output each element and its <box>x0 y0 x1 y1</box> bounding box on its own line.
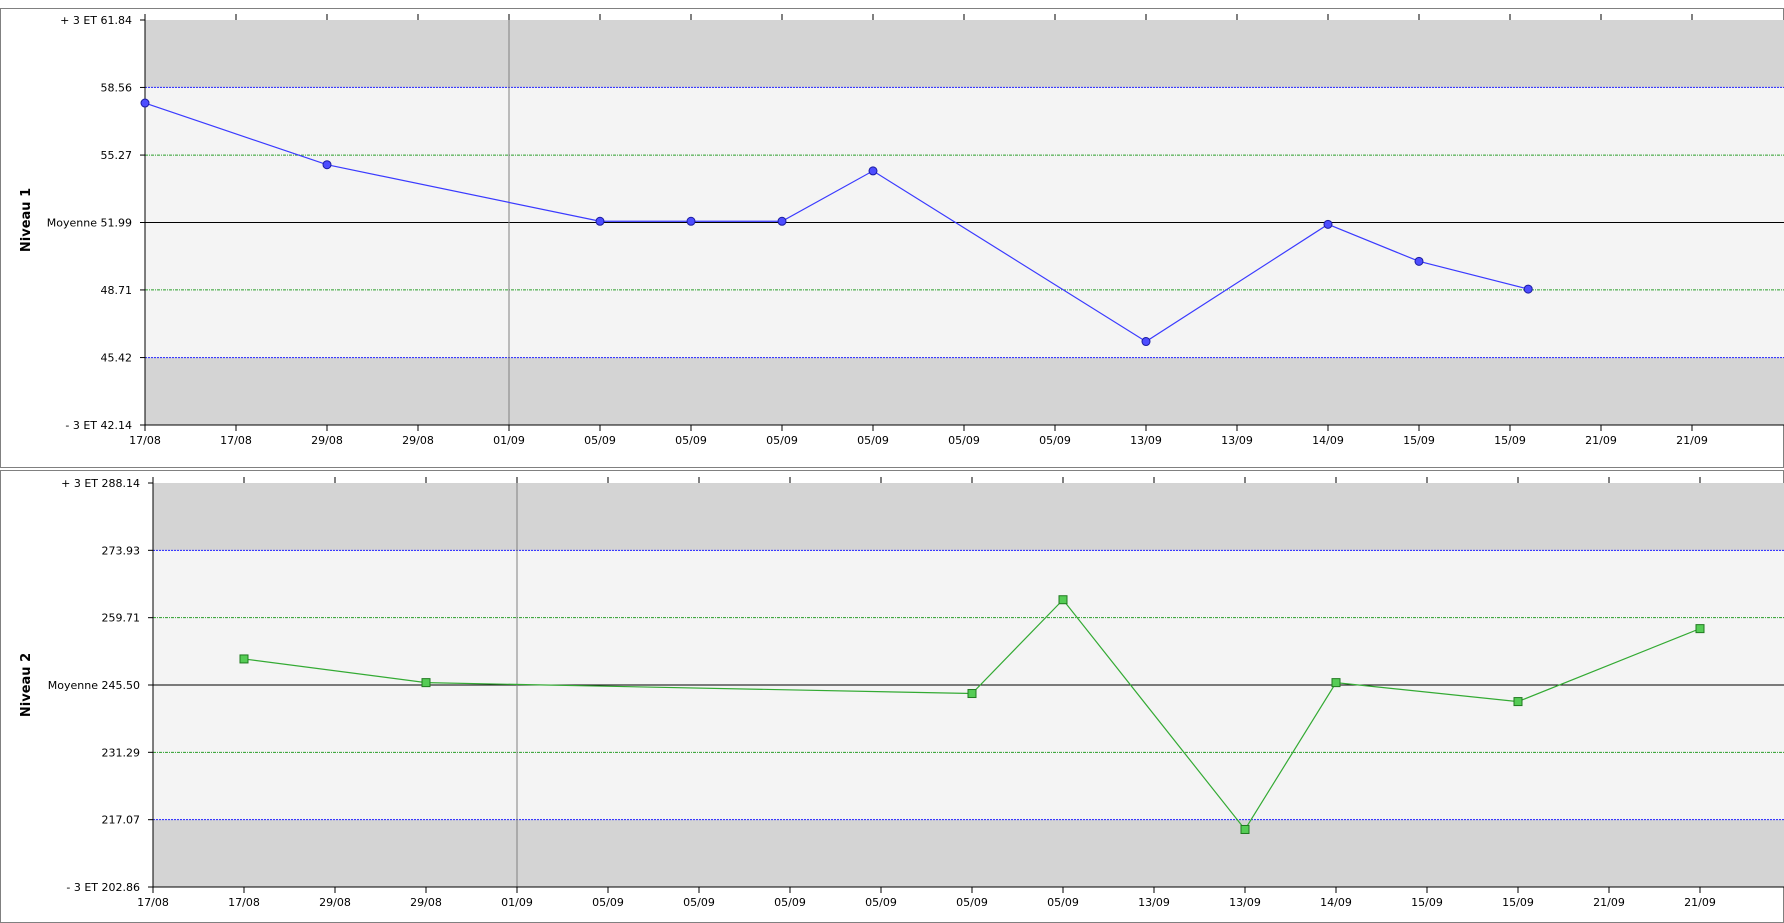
data-point <box>140 98 150 108</box>
x-tick-label: 15/09 <box>1502 896 1534 909</box>
x-tick-label: 13/09 <box>1221 434 1253 447</box>
y-tick-label: 231.29 <box>102 746 141 759</box>
x-tick-label: 17/08 <box>137 896 169 909</box>
x-tick-label: 05/09 <box>857 434 889 447</box>
x-tick-label: 05/09 <box>774 896 806 909</box>
data-point <box>1414 256 1424 266</box>
data-point <box>1523 284 1533 294</box>
y-tick-label: 273.93 <box>102 544 141 557</box>
x-tick-label: 17/08 <box>228 896 260 909</box>
x-tick-label: 05/09 <box>1039 434 1071 447</box>
data-point <box>595 216 605 226</box>
data-point <box>967 689 977 699</box>
series-line <box>243 598 1701 831</box>
x-tick-label: 29/08 <box>311 434 343 447</box>
y-tick-label: Moyenne 51.99 <box>47 217 132 230</box>
data-point <box>1513 697 1523 707</box>
data-point <box>868 166 878 176</box>
y-tick-label: 48.71 <box>101 284 133 297</box>
chart-panel-1: + 3 ET 61.84 58.56 55.27 Moyenne 51.99 48.71… <box>0 8 1784 468</box>
x-tick-label: 05/09 <box>1047 896 1079 909</box>
x-tick-label: 13/09 <box>1130 434 1162 447</box>
y-tick-label: 45.42 <box>101 352 133 365</box>
x-tick-label: 05/09 <box>956 896 988 909</box>
x-tick-label: 05/09 <box>592 896 624 909</box>
data-point <box>1323 219 1333 229</box>
x-tick-label: 21/09 <box>1684 896 1716 909</box>
x-tick-label: 17/08 <box>220 434 252 447</box>
y-axis-title: Niveau 2 <box>19 653 34 717</box>
x-tick-label: 14/09 <box>1312 434 1344 447</box>
data-point <box>1058 595 1068 605</box>
x-tick-label: 05/09 <box>766 434 798 447</box>
x-tick-label: 13/09 <box>1229 896 1261 909</box>
x-tick-label: 29/08 <box>402 434 434 447</box>
x-tick-label: 15/09 <box>1411 896 1443 909</box>
x-tick-label: 17/08 <box>129 434 161 447</box>
x-tick-label: 01/09 <box>493 434 525 447</box>
data-point <box>1695 624 1705 634</box>
x-tick-label: 05/09 <box>948 434 980 447</box>
data-point <box>686 216 696 226</box>
data-point <box>1240 824 1250 834</box>
y-tick-label: - 3 ET 202.86 <box>66 881 140 894</box>
y-tick-label: 259.71 <box>102 612 141 625</box>
x-tick-label: 13/09 <box>1138 896 1170 909</box>
x-tick-label: 05/09 <box>675 434 707 447</box>
x-tick-label: 21/09 <box>1593 896 1625 909</box>
x-tick-label: 29/08 <box>410 896 442 909</box>
data-point <box>1331 678 1341 688</box>
y-axis-title: Niveau 1 <box>19 188 34 252</box>
x-tick-label: 21/09 <box>1585 434 1617 447</box>
x-tick-label: 29/08 <box>319 896 351 909</box>
x-tick-label: 15/09 <box>1403 434 1435 447</box>
data-point <box>1141 337 1151 347</box>
x-tick-label: 05/09 <box>865 896 897 909</box>
x-tick-label: 05/09 <box>584 434 616 447</box>
data-point <box>239 654 249 664</box>
x-tick-label: 14/09 <box>1320 896 1352 909</box>
data-point <box>322 160 332 170</box>
chart-panel-2: + 3 ET 288.14 273.93 259.71 Moyenne 245.50 2… <box>0 470 1784 923</box>
y-tick-label: Moyenne 245.50 <box>48 679 140 692</box>
y-tick-label: + 3 ET 288.14 <box>61 477 140 490</box>
data-point <box>421 678 431 688</box>
y-tick-label: 58.56 <box>101 81 133 94</box>
y-tick-label: 217.07 <box>102 814 141 827</box>
x-tick-label: 21/09 <box>1676 434 1708 447</box>
x-tick-label: 15/09 <box>1494 434 1526 447</box>
x-tick-label: 01/09 <box>501 896 533 909</box>
y-tick-label: + 3 ET 61.84 <box>60 14 132 27</box>
series-line <box>144 102 1529 343</box>
y-tick-label: 55.27 <box>101 149 133 162</box>
y-tick-label: - 3 ET 42.14 <box>65 419 132 432</box>
data-point <box>777 216 787 226</box>
x-tick-label: 05/09 <box>683 896 715 909</box>
